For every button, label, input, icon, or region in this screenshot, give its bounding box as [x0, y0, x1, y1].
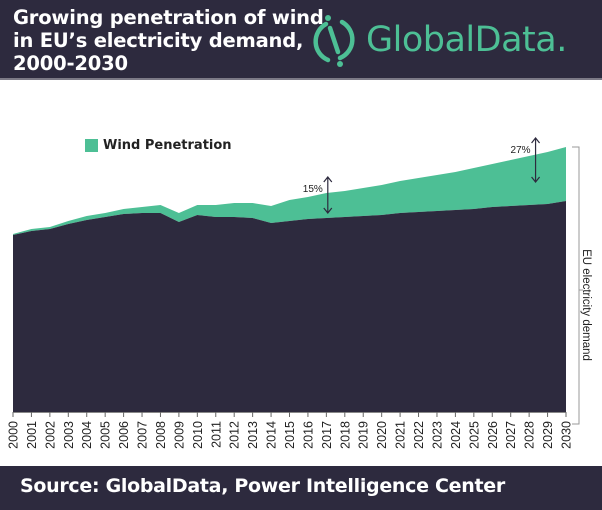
x-tick-label: 2012: [228, 421, 242, 449]
annotation-arrow: 27%: [511, 137, 541, 183]
x-tick-label: 2008: [154, 421, 168, 449]
x-tick-label: 2021: [394, 421, 408, 449]
x-tick-label: 2029: [541, 421, 555, 449]
legend: Wind Penetration: [85, 138, 232, 153]
x-tick-label: 2005: [99, 421, 113, 449]
area-electricity-demand: [13, 201, 566, 412]
x-tick-label: 2027: [504, 421, 518, 449]
chart-annotations: 15% 27%: [303, 137, 541, 214]
x-tick-label: 2030: [560, 421, 574, 449]
x-tick-label: 2017: [320, 421, 334, 449]
x-tick-label: 2006: [117, 421, 131, 449]
x-tick-label: 2002: [43, 421, 57, 449]
title-line-1: Growing penetration of wind: [13, 6, 324, 29]
x-tick-label: 2010: [191, 421, 205, 449]
y-axis-label: EU electricity demand: [580, 249, 592, 361]
x-tick-label: 2023: [431, 421, 445, 449]
x-tick-label: 2003: [62, 421, 76, 449]
y-axis-bracket: [572, 146, 583, 425]
x-axis: 2000 2001 2002 2003 2004 2005 2006 2007 2008 2009…: [7, 412, 574, 449]
area-chart: 15%27% 2000 2001 2002 2003 2004 2005 2006 2007 2…: [7, 137, 583, 449]
x-tick-label: 2009: [172, 421, 186, 449]
globaldata-logo-icon: [313, 15, 355, 67]
footer-banner: Source: GlobalData, Power Intelligence C…: [0, 466, 602, 510]
x-tick-label: 2014: [265, 421, 279, 449]
x-tick-label: 2001: [25, 421, 39, 449]
chart-areas: [13, 147, 566, 412]
header-banner: Growing penetration of wind in EU’s elec…: [0, 0, 602, 80]
annotation-arrow: 15%: [303, 176, 333, 214]
annotation-label: 27%: [511, 145, 531, 156]
title-line-2: in EU’s electricity demand,: [13, 29, 304, 52]
title-line-3: 2000-2030: [13, 52, 128, 75]
x-tick-label: 2000: [7, 421, 21, 449]
legend-label-wind: Wind Penetration: [103, 138, 232, 153]
x-tick-label: 2018: [338, 421, 352, 449]
x-tick-label: 2004: [80, 421, 94, 449]
legend-swatch-wind: [85, 139, 98, 152]
chart-title: Growing penetration of wind in EU’s elec…: [13, 6, 324, 75]
x-tick-label: 2025: [467, 421, 481, 449]
x-tick-label: 2024: [449, 421, 463, 449]
logo-text: GlobalData.: [366, 20, 567, 60]
x-tick-label: 2026: [486, 421, 500, 449]
x-tick-label: 2019: [357, 421, 371, 449]
globaldata-logo: GlobalData.: [310, 12, 567, 68]
annotation-label: 15%: [303, 184, 323, 195]
source-text: Source: GlobalData, Power Intelligence C…: [20, 475, 505, 497]
x-tick-label: 2015: [283, 421, 297, 449]
x-tick-label: 2011: [209, 421, 223, 448]
x-tick-label: 2007: [136, 421, 150, 449]
x-tick-label: 2013: [246, 421, 260, 449]
x-tick-label: 2022: [412, 421, 426, 449]
x-tick-label: 2028: [523, 421, 537, 449]
x-tick-label: 2016: [301, 421, 315, 449]
x-tick-label: 2020: [375, 421, 389, 449]
